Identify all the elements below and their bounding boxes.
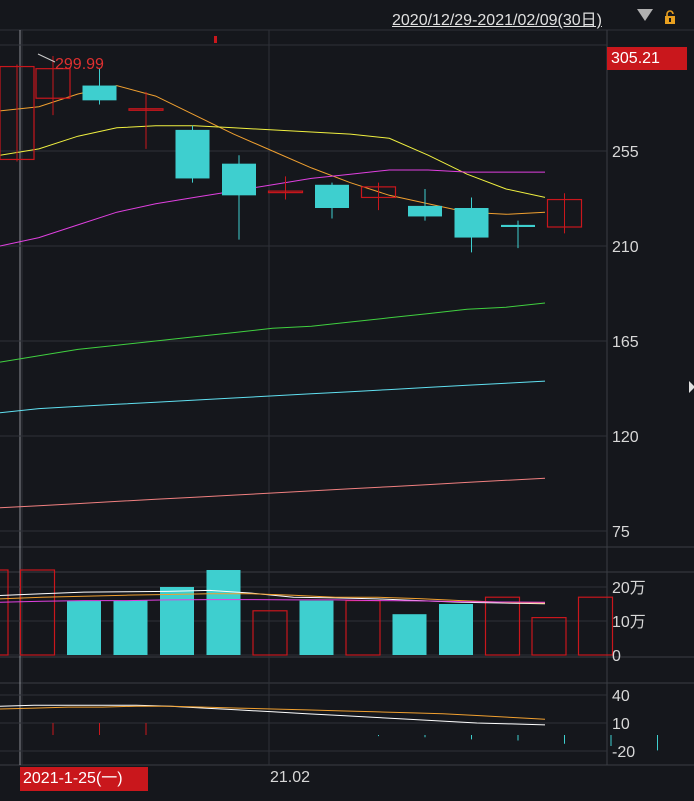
candle-body	[360, 186, 397, 199]
volume-bar	[299, 600, 334, 655]
price-moving-averages	[0, 85, 546, 509]
candle-body	[546, 198, 583, 228]
volume-bar	[439, 604, 473, 655]
volume-series	[0, 569, 614, 656]
volume-bar	[484, 596, 521, 656]
top-red-marker	[214, 36, 217, 43]
candlestick-series	[0, 56, 583, 253]
crosshair-date-tag: 2021-1-25(一)	[20, 767, 148, 791]
candle-body	[501, 224, 535, 227]
y-tick-label: 165	[612, 334, 639, 351]
volume-bar	[206, 570, 241, 655]
oscillator-line	[0, 704, 546, 726]
y-tick-label: 10万	[612, 614, 646, 631]
volume-average-line	[0, 599, 546, 603]
y-tick-label: 10	[612, 716, 630, 733]
candle-body	[0, 65, 35, 161]
volume-bar	[252, 610, 288, 656]
y-tick-label: 40	[612, 688, 630, 705]
volume-average-line	[0, 593, 546, 604]
candle-body	[315, 184, 349, 208]
date-range-selector[interactable]: 2020/12/29-2021/02/09(30日)	[392, 12, 602, 29]
volume-bar	[0, 569, 9, 656]
y-tick-label: 20万	[612, 580, 646, 597]
moving-average-line	[0, 169, 545, 247]
volume-bar	[577, 596, 614, 656]
candle-body	[82, 85, 117, 101]
moving-average-line	[0, 477, 546, 509]
oscillator-line	[0, 705, 546, 720]
last-price-tag: 305.21	[607, 47, 687, 70]
y-tick-label: 255	[612, 144, 639, 161]
triangle-right-icon[interactable]	[689, 381, 694, 393]
moving-average-line	[0, 125, 546, 198]
candle-body	[222, 163, 256, 196]
candle-body	[128, 108, 164, 111]
volume-bar	[392, 614, 427, 655]
candle-body	[267, 190, 304, 194]
max-price-label: 299.99	[55, 56, 104, 73]
volume-bar	[19, 569, 56, 656]
volume-bar	[67, 600, 101, 655]
volume-bar	[531, 616, 567, 656]
volume-average-line	[0, 589, 546, 605]
volume-bar	[345, 599, 381, 656]
y-tick-label: 120	[612, 429, 639, 446]
candle-body	[175, 129, 210, 179]
y-tick-label: -20	[612, 744, 635, 761]
candle-body	[454, 208, 489, 238]
y-tick-label: 75	[612, 524, 630, 541]
oscillator-series	[0, 704, 658, 751]
y-tick-label: 210	[612, 239, 639, 256]
y-axes: 255 210 165 120 75 20万 10万 0 40 10 -20	[612, 144, 646, 761]
y-tick-label: 0	[612, 648, 621, 665]
volume-bar	[113, 600, 148, 655]
triangle-down-icon[interactable]	[637, 9, 653, 21]
lock-icon[interactable]	[663, 10, 677, 24]
moving-average-line	[0, 380, 546, 414]
moving-average-line	[0, 302, 546, 363]
moving-average-line	[0, 85, 546, 215]
volume-bar	[160, 587, 194, 655]
candle-body	[408, 205, 442, 217]
candle-body	[35, 68, 71, 99]
annotations: 299.99	[37, 36, 217, 73]
x-tick-label: 21.02	[270, 769, 311, 786]
